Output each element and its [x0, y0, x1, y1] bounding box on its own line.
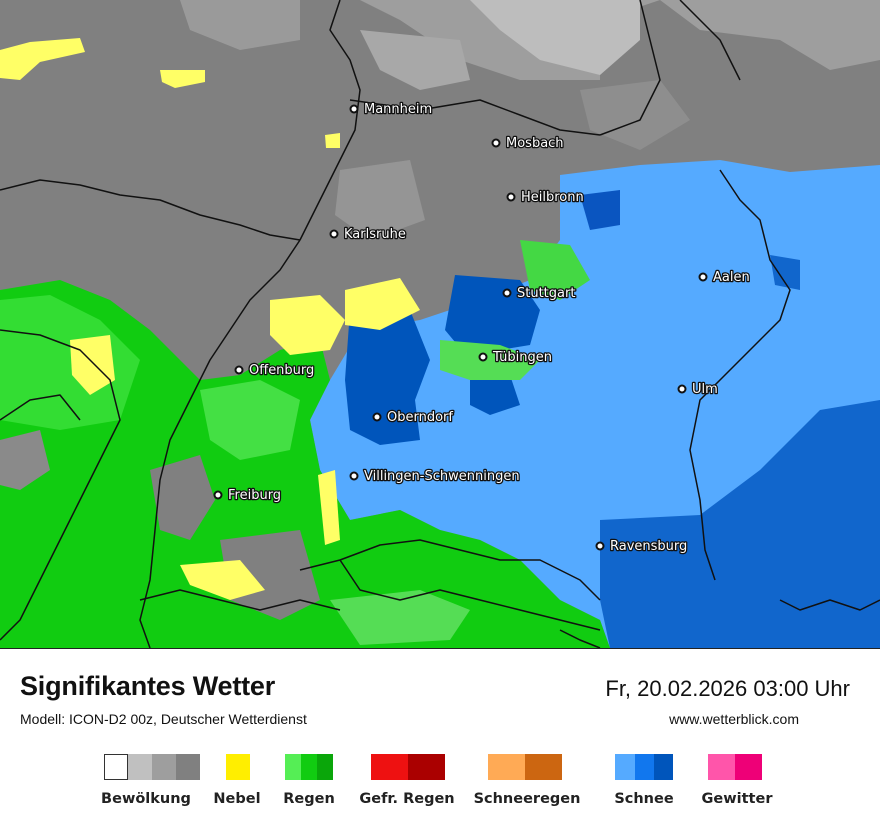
- legend-label-gefr-regen: Gefr. Regen: [359, 791, 455, 807]
- legend-swatch: [735, 754, 762, 780]
- fog-patch-rhine: [270, 295, 345, 355]
- weather-map: Mannheim Mosbach Heilbronn Karlsruhe Aal…: [0, 0, 880, 649]
- rain-patch: [200, 380, 300, 460]
- legend-label-bewoelkung: Bewölkung: [101, 791, 191, 807]
- city-dot-tuebingen: [478, 352, 488, 362]
- fog-patch: [180, 560, 265, 600]
- legend-swatch: [152, 754, 176, 780]
- legend-swatches-schnee: [615, 754, 673, 780]
- city-dot-stuttgart: [502, 288, 512, 298]
- cloud-layer-mid: [330, 0, 880, 80]
- city-label-aalen: Aalen: [713, 270, 750, 285]
- cloud-gap: [0, 430, 50, 490]
- cloud-layer-light: [470, 0, 640, 75]
- city-dot-karlsruhe: [329, 229, 339, 239]
- forecast-datetime: Fr, 20.02.2026 03:00 Uhr: [605, 676, 850, 701]
- city-label-heilbronn: Heilbronn: [521, 190, 584, 205]
- city-dot-heilbronn: [506, 192, 516, 202]
- legend-swatch: [128, 754, 152, 780]
- fog-patch: [160, 70, 205, 88]
- legend-swatches-gefr-regen: [371, 754, 445, 780]
- city-dot-mosbach: [491, 138, 501, 148]
- city-label-villingen-schwenningen: Villingen-Schwenningen: [364, 469, 520, 484]
- city-dot-aalen: [698, 272, 708, 282]
- legend-swatches-nebel: [226, 754, 250, 780]
- rain-patch: [0, 295, 140, 430]
- city-dot-freiburg: [213, 490, 223, 500]
- city-label-mosbach: Mosbach: [506, 136, 564, 151]
- fog-patch-nw: [0, 38, 85, 80]
- cloud-patch: [180, 0, 300, 50]
- snow-dark-south: [600, 400, 880, 648]
- snow-dark-stuttgart: [445, 275, 540, 360]
- city-label-offenburg: Offenburg: [249, 363, 314, 378]
- city-layer: Mannheim Mosbach Heilbronn Karlsruhe Aal…: [213, 101, 751, 555]
- city-label-ravensburg: Ravensburg: [610, 539, 687, 554]
- legend-swatch: [408, 754, 445, 780]
- city-label-freiburg: Freiburg: [228, 488, 281, 503]
- city-dot-ravensburg: [595, 541, 605, 551]
- legend-swatch: [635, 754, 654, 780]
- city-label-karlsruhe: Karlsruhe: [344, 227, 406, 242]
- legend-swatch: [226, 754, 250, 780]
- model-source: Modell: ICON-D2 00z, Deutscher Wetterdie…: [20, 711, 307, 727]
- snow-dark-patch: [580, 190, 620, 230]
- legend-swatches-schneeregen: [488, 754, 562, 780]
- legend-swatches-bewoelkung: [104, 754, 200, 780]
- legend: Bewölkung Nebel Regen Gefr. Regen: [0, 754, 880, 824]
- city-dot-villingen-schwenningen: [349, 471, 359, 481]
- legend-swatch: [615, 754, 635, 780]
- map-title: Signifikantes Wetter: [20, 671, 276, 701]
- fog-patch: [318, 470, 340, 545]
- city-label-oberndorf: Oberndorf: [387, 410, 453, 425]
- city-label-mannheim: Mannheim: [364, 102, 432, 117]
- city-dot-offenburg: [234, 365, 244, 375]
- legend-swatch: [317, 754, 333, 780]
- map-canvas: Mannheim Mosbach Heilbronn Karlsruhe Aal…: [0, 0, 880, 648]
- city-dot-oberndorf: [372, 412, 382, 422]
- rain-patch: [330, 590, 470, 645]
- legend-swatches-gewitter: [708, 754, 762, 780]
- map-footer: Signifikantes Wetter Modell: ICON-D2 00z…: [0, 649, 880, 830]
- city-label-ulm: Ulm: [692, 382, 718, 397]
- legend-swatch: [654, 754, 673, 780]
- legend-swatch: [104, 754, 128, 780]
- cloud-gap: [150, 455, 215, 540]
- snow-dark-patch: [470, 375, 520, 415]
- legend-swatch: [285, 754, 301, 780]
- fog-patch: [325, 133, 340, 148]
- legend-label-schnee: Schnee: [614, 791, 674, 807]
- legend-swatch: [525, 754, 562, 780]
- city-label-tuebingen: Tübingen: [492, 350, 552, 365]
- snow-dark-oberndorf: [345, 310, 430, 445]
- city-label-stuttgart: Stuttgart: [517, 286, 575, 301]
- rain-patch: [520, 240, 590, 300]
- fog-patch: [345, 278, 420, 330]
- legend-swatch: [176, 754, 200, 780]
- legend-label-regen: Regen: [283, 791, 335, 807]
- legend-swatch: [371, 754, 408, 780]
- cloud-gap: [220, 530, 320, 620]
- legend-label-gewitter: Gewitter: [701, 791, 773, 807]
- cloud-patch: [360, 30, 470, 90]
- city-dot-mannheim: [349, 104, 359, 114]
- legend-swatch: [301, 754, 317, 780]
- legend-swatch: [488, 754, 525, 780]
- legend-label-nebel: Nebel: [213, 791, 261, 807]
- rain-patch: [440, 340, 540, 380]
- cloud-patch: [335, 160, 425, 240]
- legend-swatch: [708, 754, 735, 780]
- website-url: www.wetterblick.com: [669, 711, 799, 727]
- legend-swatches-regen: [285, 754, 333, 780]
- snow-dark-patch: [770, 255, 800, 290]
- legend-label-schneeregen: Schneeregen: [473, 791, 581, 807]
- fog-patch: [70, 335, 115, 395]
- city-dot-ulm: [677, 384, 687, 394]
